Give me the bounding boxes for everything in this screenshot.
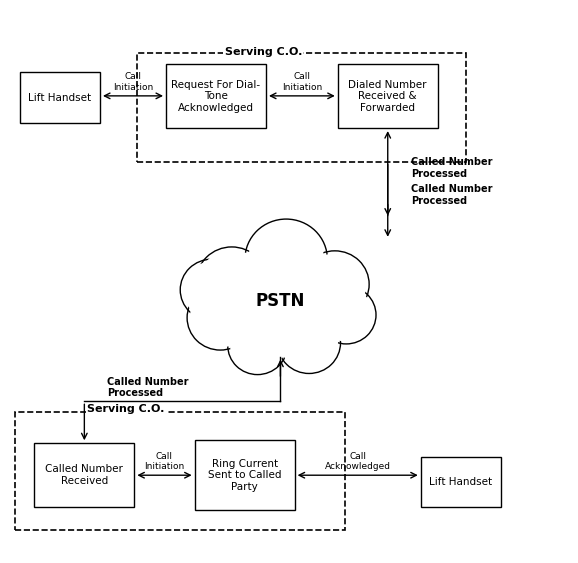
Text: Called Number
Received: Called Number Received [46, 464, 123, 486]
Text: Lift Handset: Lift Handset [429, 477, 492, 487]
Circle shape [199, 250, 264, 313]
Circle shape [245, 219, 327, 300]
Text: Serving C.O.: Serving C.O. [87, 404, 165, 414]
FancyBboxPatch shape [195, 440, 295, 510]
FancyBboxPatch shape [34, 443, 135, 507]
Text: Lift Handset: Lift Handset [28, 92, 91, 102]
Text: Request For Dial-
Tone
Acknowledged: Request For Dial- Tone Acknowledged [172, 79, 261, 113]
FancyBboxPatch shape [338, 64, 438, 128]
Circle shape [183, 262, 240, 318]
Circle shape [234, 256, 327, 346]
Circle shape [228, 316, 287, 374]
Text: PSTN: PSTN [255, 292, 305, 310]
Text: Serving C.O.: Serving C.O. [224, 47, 302, 57]
Circle shape [280, 315, 338, 371]
FancyBboxPatch shape [20, 73, 100, 123]
Circle shape [230, 252, 331, 350]
FancyBboxPatch shape [421, 457, 501, 507]
Circle shape [301, 251, 369, 318]
Circle shape [277, 312, 340, 373]
Text: Dialed Number
Received &
Forwarded: Dialed Number Received & Forwarded [349, 79, 427, 113]
Circle shape [187, 285, 254, 350]
FancyBboxPatch shape [166, 64, 266, 128]
Text: Call
Initiation: Call Initiation [281, 72, 322, 92]
Circle shape [190, 288, 251, 347]
Text: Called Number
Processed: Called Number Processed [108, 377, 189, 398]
Circle shape [230, 319, 285, 372]
Circle shape [317, 286, 376, 344]
Text: Ring Current
Sent to Called
Party: Ring Current Sent to Called Party [208, 459, 281, 492]
Text: Call
Initiation: Call Initiation [113, 72, 153, 92]
Text: Call
Acknowledged: Call Acknowledged [325, 452, 391, 471]
Circle shape [197, 247, 267, 316]
Text: Call
Initiation: Call Initiation [144, 452, 184, 471]
Circle shape [303, 253, 366, 315]
Text: Called Number
Processed: Called Number Processed [410, 184, 492, 206]
Circle shape [180, 259, 243, 320]
Circle shape [319, 288, 373, 342]
Text: Called Number
Processed: Called Number Processed [410, 157, 492, 178]
Circle shape [248, 222, 324, 296]
